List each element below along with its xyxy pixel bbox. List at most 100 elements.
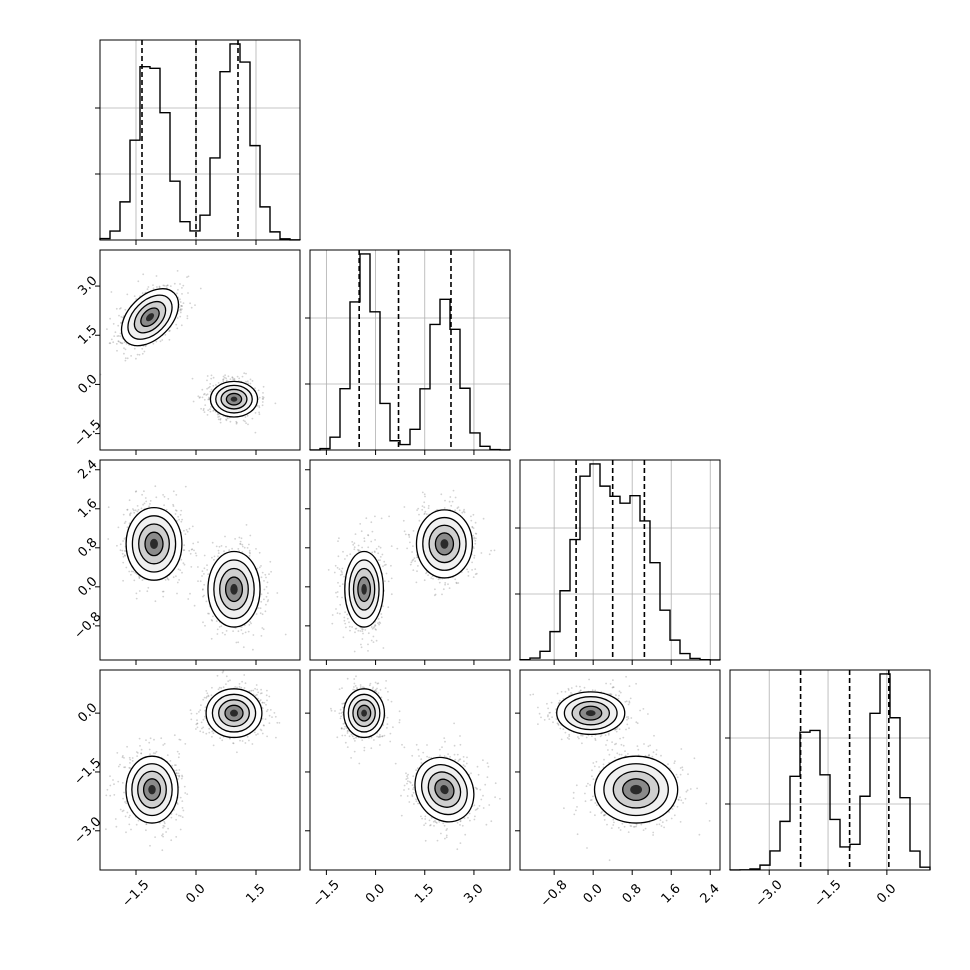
scatter-point: [264, 573, 267, 576]
scatter-point: [336, 612, 339, 614]
scatter-point: [344, 558, 346, 560]
scatter-point: [331, 614, 334, 616]
scatter-point: [247, 423, 249, 426]
scatter-point: [119, 332, 122, 335]
scatter-point: [124, 555, 126, 557]
scatter-point: [421, 508, 424, 511]
scatter-point: [135, 592, 138, 595]
scatter-point: [359, 523, 362, 525]
contour-level-4: [361, 583, 367, 595]
scatter-point: [110, 338, 113, 341]
scatter-point: [252, 648, 254, 651]
scatter-point: [199, 580, 202, 583]
scatter-point: [175, 769, 178, 772]
scatter-point: [177, 288, 179, 291]
scatter-point: [209, 383, 212, 385]
scatter-point: [377, 618, 380, 620]
scatter-point: [362, 628, 364, 631]
scatter-point: [258, 413, 261, 416]
scatter-point: [387, 580, 390, 583]
scatter-point: [423, 501, 426, 504]
scatter-point: [173, 764, 176, 766]
scatter-point: [128, 823, 131, 826]
scatter-point: [210, 637, 213, 640]
scatter-point: [375, 639, 378, 642]
scatter-point: [170, 816, 173, 819]
scatter-point: [372, 641, 375, 643]
scatter-point: [370, 639, 373, 642]
scatter-point: [197, 395, 200, 398]
scatter-point: [178, 774, 181, 777]
scatter-point: [266, 581, 269, 584]
scatter-point: [259, 612, 262, 615]
scatter-point: [169, 760, 172, 762]
scatter-point: [194, 304, 196, 306]
scatter-point: [474, 521, 477, 524]
scatter-point: [388, 515, 390, 518]
scatter-point: [117, 324, 120, 327]
scatter-point: [434, 588, 436, 591]
scatter-point: [385, 572, 388, 575]
scatter-point: [199, 396, 201, 398]
scatter-point: [351, 626, 353, 628]
scatter-point: [107, 506, 110, 509]
scatter-point: [367, 643, 369, 646]
scatter-point: [203, 393, 205, 396]
scatter-point: [488, 553, 491, 556]
scatter-point: [122, 809, 125, 812]
scatter-point: [226, 417, 229, 420]
scatter-point: [335, 608, 337, 610]
scatter-point: [240, 629, 243, 631]
scatter-point: [442, 588, 445, 591]
scatter-point: [178, 579, 181, 581]
scatter-point: [181, 518, 184, 521]
scatter-point: [455, 581, 458, 584]
scatter-point: [379, 556, 382, 558]
scatter-point: [474, 532, 477, 535]
scatter-point: [263, 580, 265, 582]
scatter-point: [131, 760, 134, 762]
scatter-point: [133, 347, 136, 350]
scatter-point: [141, 493, 144, 496]
scatter-point: [181, 305, 183, 307]
scatter-point: [213, 555, 216, 558]
scatter-point: [475, 572, 478, 575]
scatter-point: [120, 342, 123, 345]
scatter-point: [274, 402, 277, 405]
scatter-point: [109, 775, 111, 778]
scatter-point: [343, 616, 346, 619]
scatter-point: [357, 544, 360, 547]
scatter-point: [179, 308, 182, 311]
scatter-point: [255, 613, 258, 615]
scatter-point: [371, 551, 374, 554]
scatter-point: [410, 561, 413, 564]
scatter-point: [247, 382, 250, 385]
scatter-point: [417, 565, 419, 567]
scatter-point: [364, 629, 367, 631]
scatter-point: [123, 538, 126, 540]
scatter-point: [125, 802, 128, 805]
scatter-point: [162, 824, 165, 827]
scatter-point: [181, 800, 184, 802]
scatter-point: [189, 552, 192, 555]
scatter-point: [493, 549, 496, 552]
scatter-point: [404, 533, 407, 536]
scatter-point: [186, 315, 189, 317]
scatter-point: [189, 592, 191, 595]
scatter-point: [179, 301, 182, 303]
scatter-point: [119, 543, 122, 546]
scatter-point: [163, 742, 166, 745]
scatter-point: [390, 593, 393, 596]
scatter-point: [161, 849, 164, 852]
scatter-point: [145, 823, 148, 825]
scatter-point: [262, 628, 265, 631]
scatter-point: [152, 342, 155, 345]
scatter-content: [105, 670, 281, 852]
scatter-point: [206, 387, 209, 390]
scatter-point: [163, 504, 166, 507]
scatter-point: [160, 737, 163, 740]
scatter-point: [411, 551, 413, 553]
scatter-point: [257, 607, 260, 609]
scatter-point: [423, 513, 426, 515]
scatter-point: [180, 324, 183, 327]
